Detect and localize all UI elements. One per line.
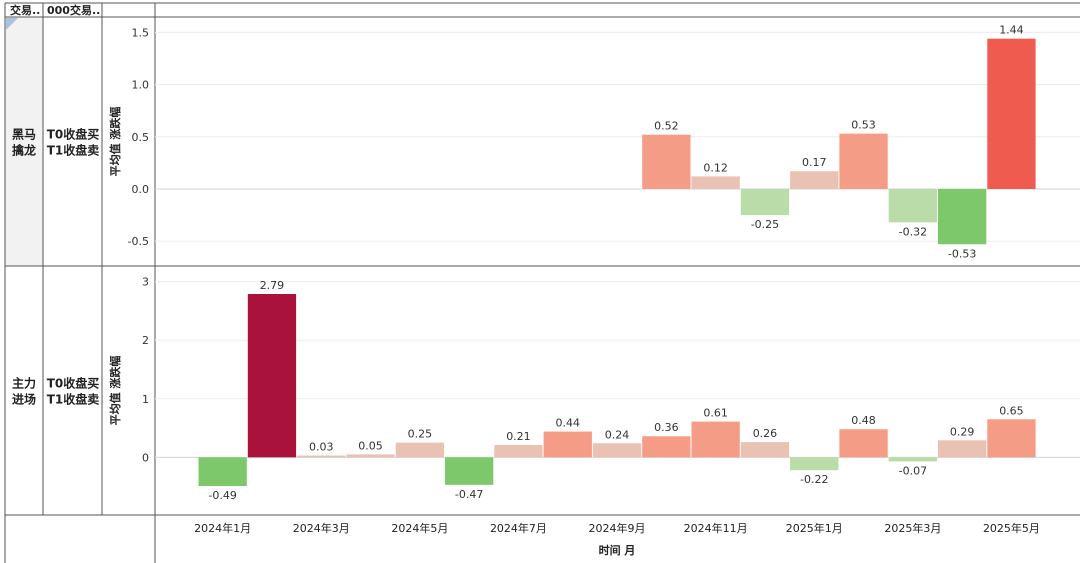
header-col1[interactable]: 交易.. — [10, 3, 40, 17]
y-tick-1-2: 2 — [142, 334, 149, 347]
data-label-0-16: -0.53 — [948, 247, 976, 260]
bar-0-14[interactable] — [839, 133, 888, 189]
data-label-1-13: -0.22 — [800, 473, 828, 486]
data-label-1-7: 0.21 — [506, 430, 531, 443]
data-label-1-10: 0.36 — [654, 421, 679, 434]
bar-1-11[interactable] — [691, 421, 740, 458]
x-tick-2: 2024年5月 — [391, 521, 448, 535]
bar-1-10[interactable] — [642, 436, 691, 458]
sub-label-0-1: T1收盘卖 — [47, 143, 100, 158]
y-tick-0-2: 0.5 — [132, 131, 150, 144]
data-label-1-4: 0.05 — [358, 439, 383, 452]
table-frame — [4, 2, 1080, 563]
x-axis: 2024年1月 2024年3月 2024年5月 2024年7月 2024年9月 2024年… — [194, 521, 1040, 535]
data-label-0-15: -0.32 — [899, 225, 927, 238]
y-tick-1-0: 0 — [142, 451, 149, 464]
x-tick-7: 2025年3月 — [884, 521, 941, 535]
row-header-bg-1 — [5, 17, 43, 266]
y-tick-0-4: 1.5 — [132, 26, 150, 39]
bar-0-17[interactable] — [987, 38, 1036, 189]
data-label-1-6: -0.47 — [455, 488, 483, 501]
bar-0-13[interactable] — [790, 171, 839, 189]
x-tick-6: 2025年1月 — [786, 521, 843, 535]
data-label-1-3: 0.03 — [309, 441, 334, 454]
bar-1-12[interactable] — [740, 442, 790, 458]
x-axis-title: 时间 月 — [599, 543, 636, 557]
data-label-1-2: 2.79 — [260, 279, 285, 292]
data-label-0-12: -0.25 — [751, 218, 779, 231]
data-label-0-17: 1.44 — [999, 24, 1024, 37]
data-label-0-13: 0.17 — [802, 156, 827, 169]
x-tick-4: 2024年9月 — [589, 521, 646, 535]
bar-1-7[interactable] — [494, 445, 543, 458]
data-label-0-14: 0.53 — [851, 119, 876, 132]
bar-1-16[interactable] — [938, 440, 987, 458]
bar-0-15[interactable] — [888, 188, 937, 223]
bar-1-2[interactable] — [247, 294, 297, 458]
bar-1-17[interactable] — [987, 419, 1036, 458]
bar-0-10[interactable] — [642, 134, 691, 189]
data-label-1-12: 0.26 — [753, 427, 778, 440]
bar-1-6[interactable] — [445, 457, 494, 485]
row-label-0-0: 黑马 — [12, 128, 36, 142]
x-tick-3: 2024年7月 — [490, 521, 547, 535]
header-col2[interactable]: 000交易.. — [47, 3, 100, 17]
bar-0-16[interactable] — [938, 188, 987, 245]
row-header-bg-2 — [5, 266, 43, 515]
data-label-1-17: 0.65 — [999, 404, 1024, 417]
row-label-0-1: 擒龙 — [12, 143, 36, 158]
bar-1-5[interactable] — [395, 442, 444, 458]
row-label-1-1: 进场 — [12, 392, 36, 407]
bar-1-4[interactable] — [346, 454, 395, 458]
bar-1-9[interactable] — [592, 443, 642, 458]
x-tick-8: 2025年5月 — [983, 521, 1040, 535]
y-axis-title-0: 平均值 涨跌幅 — [108, 107, 122, 177]
y-tick-0-3: 1.0 — [132, 79, 150, 92]
data-label-1-1: -0.49 — [208, 489, 236, 502]
y-tick-1-3: 3 — [142, 276, 149, 289]
x-tick-1: 2024年3月 — [293, 521, 350, 535]
data-label-1-11: 0.61 — [703, 407, 728, 420]
data-label-1-8: 0.44 — [556, 417, 581, 430]
bar-1-15[interactable] — [888, 457, 937, 462]
bar-1-14[interactable] — [839, 429, 888, 458]
bar-1-1[interactable] — [198, 457, 247, 486]
bar-0-12[interactable] — [740, 188, 790, 216]
data-label-0-11: 0.12 — [703, 161, 728, 174]
bar-0-11[interactable] — [691, 176, 740, 189]
x-tick-0: 2024年1月 — [194, 521, 251, 535]
data-label-1-14: 0.48 — [851, 414, 876, 427]
y-tick-0-1: 0.0 — [132, 183, 150, 196]
y-axis-title-1: 平均值 涨跌幅 — [108, 356, 122, 426]
data-label-1-9: 0.24 — [605, 428, 630, 441]
data-label-0-10: 0.52 — [654, 120, 679, 133]
sub-label-0-0: T0收盘买 — [47, 127, 100, 142]
data-label-1-5: 0.25 — [408, 428, 433, 441]
data-label-1-16: 0.29 — [950, 425, 975, 438]
corner-marker — [6, 18, 18, 30]
sub-label-1-1: T1收盘卖 — [47, 392, 100, 407]
y-tick-0-0: -0.5 — [128, 235, 149, 248]
y-tick-1-1: 1 — [142, 393, 149, 406]
data-label-1-15: -0.07 — [899, 464, 927, 477]
row-label-1-0: 主力 — [12, 376, 36, 391]
bar-1-8[interactable] — [543, 431, 592, 458]
bar-1-3[interactable] — [297, 455, 346, 458]
x-tick-5: 2024年11月 — [684, 521, 748, 535]
bar-1-13[interactable] — [790, 457, 839, 471]
sub-label-1-0: T0收盘买 — [47, 376, 100, 391]
